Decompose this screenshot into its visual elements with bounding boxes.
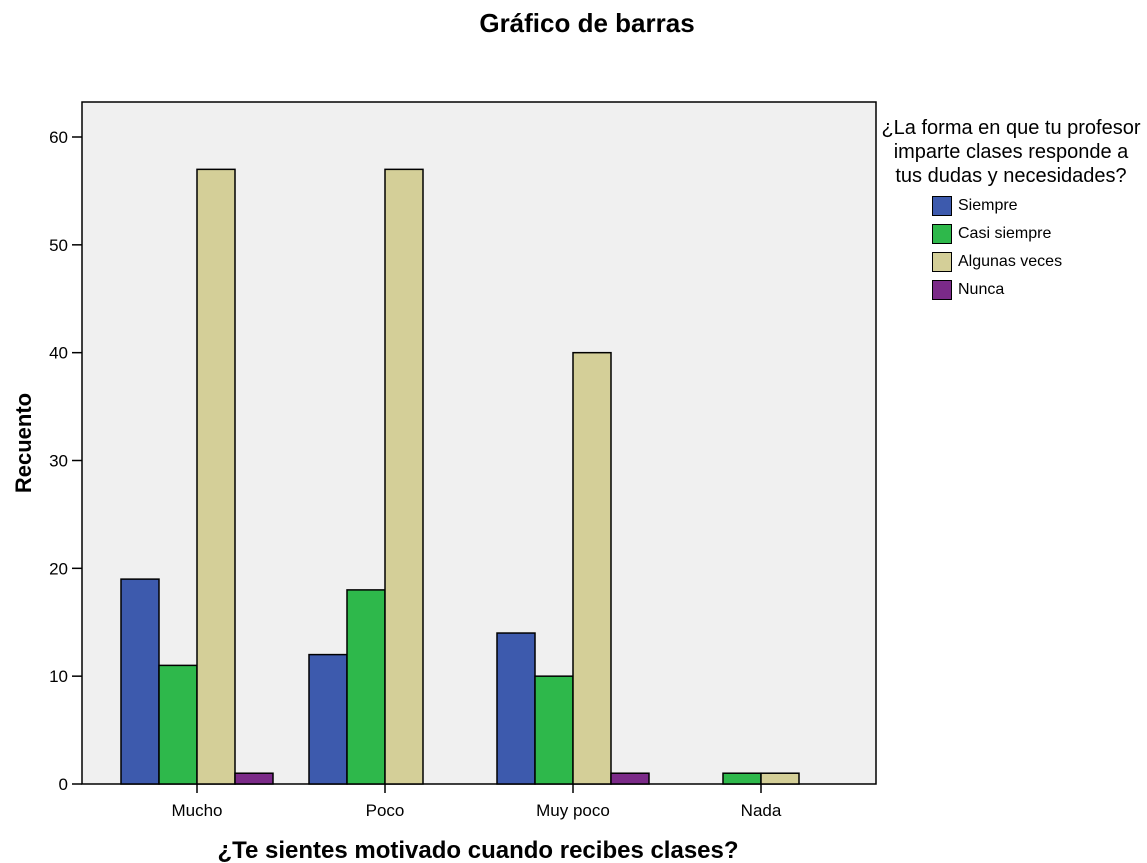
x-tick-label: Poco (366, 801, 405, 820)
legend-swatch (932, 224, 952, 244)
legend-item: Siempre (932, 192, 1142, 220)
bar-algunas-veces-nada (760, 772, 800, 785)
legend-title: ¿La forma en que tu profesor imparte cla… (881, 117, 1141, 187)
x-axis: Mucho Poco Muy poco Nada (171, 784, 782, 820)
legend-item: Nunca (932, 276, 1142, 304)
bar-nunca-muy-poco (610, 772, 650, 785)
y-tick-label: 60 (49, 128, 68, 147)
bars-layer (120, 168, 800, 785)
x-tick-label: Mucho (171, 801, 222, 820)
bar-casi-siempre-muy-poco (534, 675, 574, 785)
y-tick-label: 40 (49, 344, 68, 363)
y-tick-label: 30 (49, 452, 68, 471)
legend: ¿La forma en que tu profesor imparte cla… (880, 116, 1142, 304)
y-tick-label: 20 (49, 559, 68, 578)
bar-casi-siempre-mucho (158, 664, 198, 785)
bar-algunas-veces-muy-poco (572, 351, 612, 785)
bar-siempre-poco (308, 653, 348, 785)
legend-label: Nunca (958, 281, 1005, 298)
y-axis-label: Recuento (11, 393, 36, 493)
legend-label: Algunas veces (958, 253, 1063, 270)
x-axis-label: ¿Te sientes motivado cuando recibes clas… (217, 837, 738, 863)
y-axis: 0 10 20 30 40 50 60 (49, 128, 82, 794)
x-tick-label: Nada (741, 801, 782, 820)
bar-algunas-veces-mucho (196, 168, 236, 785)
bar-casi-siempre-nada (722, 772, 762, 785)
y-tick-label: 0 (59, 775, 68, 794)
bar-siempre-mucho (120, 578, 160, 785)
legend-items: Siempre Casi siempre Algunas veces Nunca (880, 192, 1142, 304)
legend-swatch (932, 280, 952, 300)
legend-item: Algunas veces (932, 248, 1142, 276)
legend-label: Casi siempre (958, 225, 1052, 242)
legend-swatch (932, 252, 952, 272)
legend-label: Siempre (958, 197, 1018, 214)
y-tick-label: 50 (49, 236, 68, 255)
bar-algunas-veces-poco (384, 168, 424, 785)
bar-siempre-muy-poco (496, 632, 536, 785)
y-tick-label: 10 (49, 667, 68, 686)
legend-item: Casi siempre (932, 220, 1142, 248)
bar-nunca-mucho (234, 772, 274, 785)
x-tick-label: Muy poco (536, 801, 610, 820)
chart-title: Gráfico de barras (479, 8, 694, 38)
bar-casi-siempre-poco (346, 589, 386, 785)
legend-swatch (932, 196, 952, 216)
